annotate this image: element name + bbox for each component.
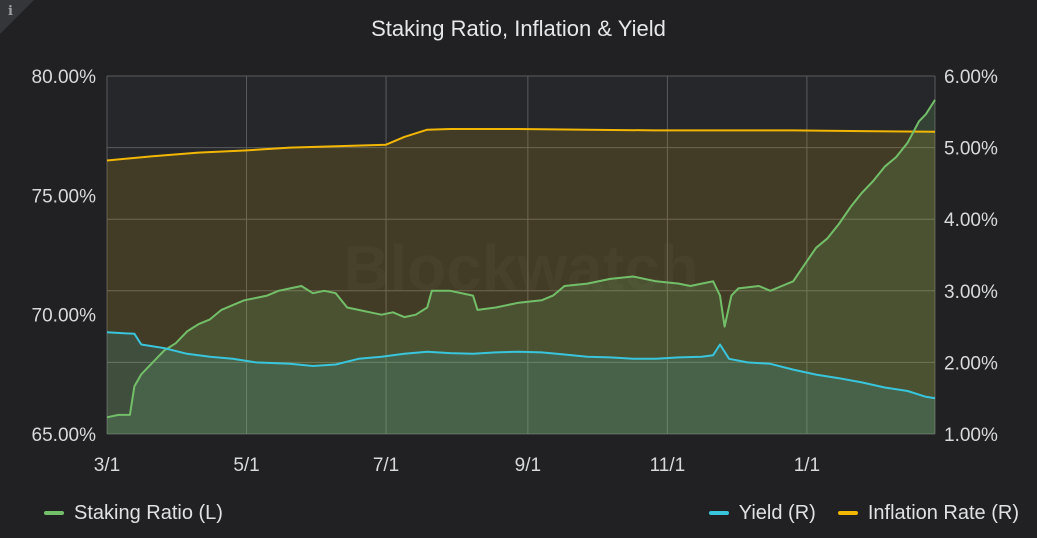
legend-label-staking: Staking Ratio (L) (74, 501, 223, 524)
y-right-tick-label: 6.00% (944, 67, 998, 88)
legend-item-yield[interactable]: Yield (R) (708, 501, 816, 525)
y-left-tick-label: 70.00% (32, 306, 97, 327)
x-tick-label: 3/1 (94, 455, 120, 476)
info-corner[interactable] (0, 0, 34, 34)
y-right-tick-label: 1.00% (944, 425, 998, 446)
legend-item-inflation[interactable]: Inflation Rate (R) (837, 501, 1019, 525)
plot-area (107, 76, 935, 434)
y-left-tick-label: 65.00% (32, 425, 97, 446)
watermark: Blockwatch (343, 232, 699, 304)
y-left-tick-label: 80.00% (32, 67, 97, 88)
y-right-tick-label: 2.00% (944, 353, 998, 374)
info-icon[interactable]: i (8, 4, 13, 19)
x-tick-label: 11/1 (650, 455, 686, 476)
inflation-rate-line[interactable] (106, 128, 936, 162)
y-right-tick-label: 4.00% (944, 210, 998, 231)
legend-label-yield: Yield (R) (738, 501, 816, 524)
chart-title: Staking Ratio, Inflation & Yield (371, 16, 666, 41)
legend-swatch-inflation (837, 511, 858, 515)
legend-left: Staking Ratio (L) (44, 498, 223, 528)
staking-ratio-line[interactable] (106, 99, 936, 419)
x-tick-label: 1/1 (794, 455, 820, 476)
x-tick-label: 9/1 (515, 455, 541, 476)
legend-label-inflation: Inflation Rate (R) (867, 501, 1019, 524)
legend-item-staking[interactable]: Staking Ratio (L) (44, 502, 223, 525)
series-area-0 (107, 99, 935, 435)
x-tick-label: 5/1 (233, 455, 259, 476)
legend-swatch-staking (44, 511, 64, 515)
legend-swatch-yield (708, 511, 729, 515)
y-left-tick-label: 75.00% (32, 186, 97, 207)
y-right-tick-label: 5.00% (944, 139, 998, 160)
legend-right: Yield (R) Inflation Rate (R) (708, 498, 1019, 528)
x-tick-label: 7/1 (373, 455, 399, 476)
y-right-tick-label: 3.00% (944, 282, 998, 303)
yield-line[interactable] (106, 331, 936, 400)
